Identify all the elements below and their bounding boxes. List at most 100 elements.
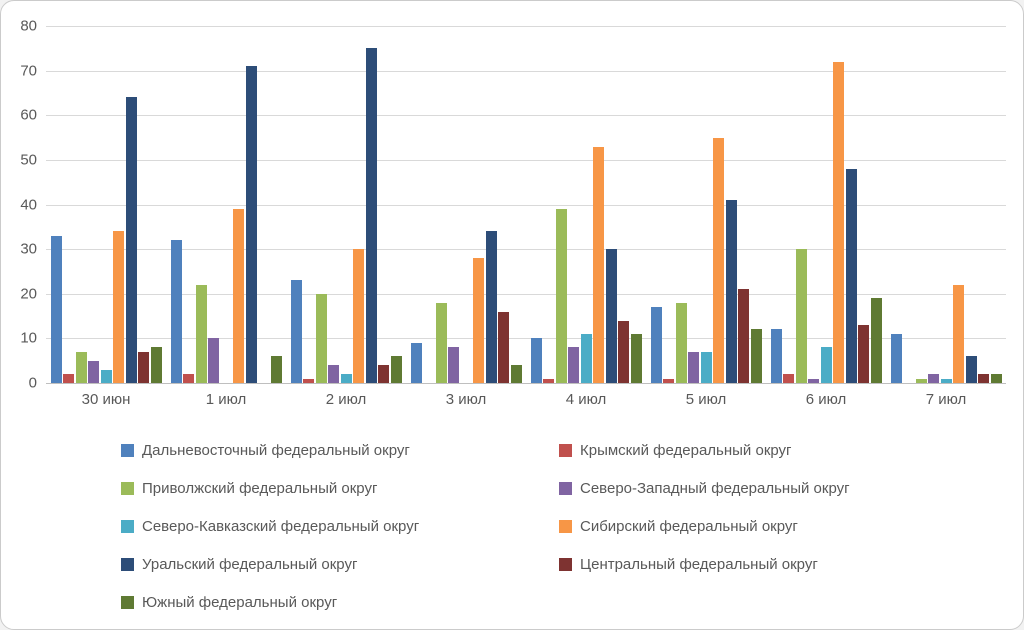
bar[interactable] (808, 378, 819, 383)
bar[interactable] (725, 200, 737, 383)
y-tick-label-70: 70 (20, 62, 37, 80)
bar[interactable] (340, 374, 352, 383)
bar[interactable] (435, 302, 447, 383)
bar[interactable] (990, 374, 1002, 383)
bar[interactable] (138, 351, 149, 383)
bar[interactable] (125, 97, 137, 383)
legend-label: Сибирский федеральный округ (580, 518, 798, 535)
bar[interactable] (713, 137, 724, 383)
bar-group-5-июл (646, 26, 766, 383)
legend-swatch-icon (559, 444, 572, 457)
legend-swatch-icon (559, 520, 572, 533)
bar[interactable] (700, 351, 712, 383)
legend-item[interactable]: Крымский федеральный округ (559, 442, 850, 459)
x-tick-label-2-июл: 2 июл (325, 391, 367, 408)
x-tick-label-1-июл: 1 июл (205, 391, 247, 408)
bar[interactable] (245, 66, 257, 383)
bar[interactable] (328, 365, 339, 383)
bar[interactable] (978, 374, 989, 383)
bar[interactable] (940, 378, 952, 383)
bar[interactable] (568, 347, 579, 383)
bar[interactable] (270, 356, 282, 383)
legend-item[interactable]: Южный федеральный округ (121, 594, 559, 611)
bar-group-7-июл (886, 26, 1006, 383)
bar[interactable] (498, 311, 509, 383)
x-tick-label-30-июн: 30 июн (81, 391, 131, 408)
gridline-0 (46, 383, 1006, 384)
bar[interactable] (953, 284, 964, 383)
legend-item[interactable]: Северо-Кавказский федеральный округ (121, 518, 559, 535)
bar[interactable] (448, 347, 459, 383)
bar[interactable] (605, 249, 617, 383)
bar[interactable] (510, 365, 522, 383)
bar[interactable] (750, 329, 762, 383)
bar[interactable] (365, 48, 377, 383)
bar[interactable] (473, 258, 484, 383)
bar[interactable] (290, 280, 302, 383)
bar[interactable] (195, 284, 207, 383)
bar[interactable] (618, 320, 629, 383)
x-tick-label-3-июл: 3 июл (445, 391, 487, 408)
y-tick-label-40: 40 (20, 196, 37, 213)
x-tick-label-5-июл: 5 июл (685, 391, 727, 408)
bar[interactable] (580, 333, 592, 383)
bar[interactable] (870, 298, 882, 383)
bar[interactable] (113, 231, 124, 383)
bar[interactable] (63, 374, 74, 383)
bar[interactable] (183, 374, 194, 383)
bar[interactable] (630, 333, 642, 383)
bar[interactable] (858, 325, 869, 383)
y-tick-label-50: 50 (20, 151, 37, 169)
bar[interactable] (150, 347, 162, 383)
bar[interactable] (890, 333, 902, 383)
legend-label: Северо-Кавказский федеральный округ (142, 518, 420, 535)
bar[interactable] (795, 249, 807, 383)
bar[interactable] (233, 208, 244, 383)
gridline-10 (46, 338, 1006, 340)
bar[interactable] (88, 360, 99, 383)
bar[interactable] (965, 356, 977, 383)
bar[interactable] (485, 231, 497, 383)
plot-area: 0 10 20 30 40 50 60 70 80 (20, 19, 1006, 391)
bar[interactable] (783, 374, 794, 383)
bar[interactable] (75, 351, 87, 383)
bar[interactable] (303, 378, 314, 383)
bar[interactable] (688, 351, 699, 383)
bar[interactable] (675, 302, 687, 383)
bar[interactable] (353, 249, 364, 383)
bar[interactable] (555, 208, 567, 383)
legend-label: Крымский федеральный округ (580, 442, 792, 459)
bar[interactable] (50, 235, 62, 383)
bar[interactable] (833, 61, 844, 383)
bar[interactable] (390, 356, 402, 383)
bar[interactable] (820, 347, 832, 383)
legend-swatch-icon (121, 596, 134, 609)
bar[interactable] (650, 307, 662, 383)
bar[interactable] (593, 146, 604, 383)
legend-item[interactable]: Уральский федеральный округ (121, 556, 559, 573)
x-tick-label-7-июл: 7 июл (925, 391, 967, 408)
gridline-80 (46, 26, 1006, 27)
bar[interactable] (663, 378, 674, 383)
bar[interactable] (915, 378, 927, 383)
bar[interactable] (410, 342, 422, 383)
legend-item[interactable]: Северо-Западный федеральный округ (559, 480, 850, 497)
y-tick-label-20: 20 (20, 285, 37, 303)
bar[interactable] (530, 338, 542, 383)
bar[interactable] (315, 293, 327, 383)
bar[interactable] (770, 329, 782, 383)
bar[interactable] (170, 240, 182, 383)
bar[interactable] (543, 378, 554, 383)
gridline-20 (46, 293, 1006, 295)
legend-swatch-icon (121, 558, 134, 571)
bar[interactable] (928, 374, 939, 383)
legend-item[interactable]: Дальневосточный федеральный округ (121, 442, 559, 459)
legend-item[interactable]: Приволжский федеральный округ (121, 480, 559, 497)
legend-item[interactable]: Центральный федеральный округ (559, 556, 850, 573)
bar[interactable] (208, 338, 219, 383)
legend-item[interactable]: Сибирский федеральный округ (559, 518, 850, 535)
bar[interactable] (100, 369, 112, 383)
bar[interactable] (845, 168, 857, 383)
bar[interactable] (738, 289, 749, 383)
bar[interactable] (378, 365, 389, 383)
